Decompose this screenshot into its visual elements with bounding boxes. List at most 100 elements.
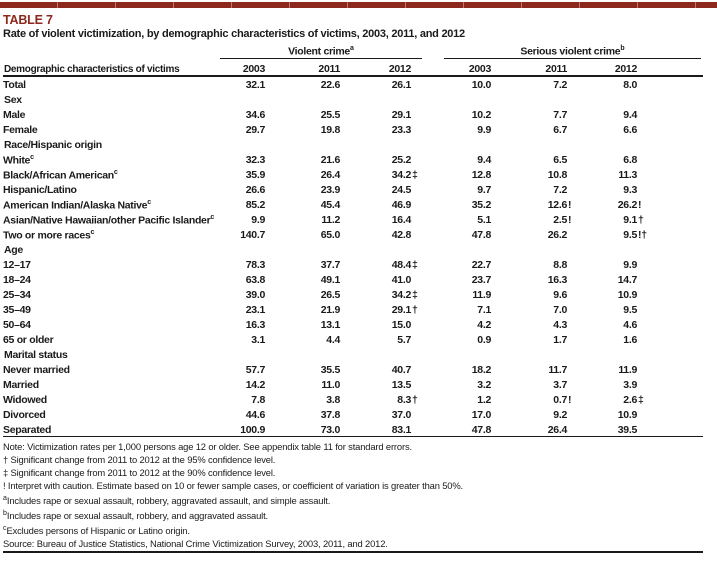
rate-value-cell: 32.1 [245, 79, 266, 91]
row-label: Separated [3, 421, 218, 437]
table-row: Whitec 32.3 21.6 25.2 9.4 6.5 6.8 [3, 151, 703, 167]
rate-value-cell: 83.1 [355, 421, 426, 437]
rate-value-cell: 35.5 [320, 364, 341, 376]
row-label: Married [3, 379, 39, 391]
row-spacer [652, 121, 703, 136]
table-title: Rate of violent victimization, by demogr… [3, 28, 465, 40]
rate-value-cell: 11.9 [472, 289, 491, 301]
table-row: Never married 57.7 35.5 40.7 18.2 11.7 11.9 [3, 361, 703, 376]
rate-value-cell: 47.8 [471, 229, 492, 241]
footnote-line: ‡ Significant change from 2011 to 2012 a… [3, 466, 276, 478]
rate-value-cell: 23.1 [245, 304, 266, 316]
section-row-fill [218, 241, 703, 256]
rate-value-cell: 9.1† [623, 214, 644, 226]
table-row: Two or more racesc 140.7 65.0 42.8 47.8 26.2 9… [3, 226, 703, 242]
rate-value-cell: 85.2 [245, 199, 266, 211]
rate-value-cell: 3.8 [326, 394, 340, 406]
rate-value-cell: 37.7 [320, 259, 341, 271]
rate-value-cell: 17.0 [471, 409, 492, 421]
rate-value-cell: 14.7 [617, 274, 638, 286]
rate-value-cell: 35.2 [471, 199, 492, 211]
header-spacer [652, 59, 703, 77]
footnote-line: aIncludes rape or sexual assault, robber… [3, 494, 331, 506]
group-header-spacer [3, 43, 218, 59]
row-label: Race/Hispanic origin [4, 139, 102, 151]
rate-value-cell: 9.3 [623, 184, 637, 196]
row-spacer [652, 166, 703, 181]
row-label: 50–64 [3, 319, 31, 331]
footnote-marker: c [113, 168, 118, 176]
year-column-header: 2011 [506, 59, 582, 77]
row-label: American Indian/Alaska Nativec [3, 198, 152, 212]
row-spacer [652, 421, 703, 437]
rate-value-cell: 15.0 [391, 319, 412, 331]
rate-value-cell: 44.6 [245, 409, 266, 421]
rate-value-cell: 16.3 [245, 319, 266, 331]
table-row: Hispanic/Latino 26.6 23.9 24.5 9.7 7.2 9.3 [3, 181, 703, 196]
table-row: American Indian/Alaska Nativec 85.2 45.4 46… [3, 196, 703, 212]
rate-value-cell: 16.4 [391, 214, 412, 226]
rate-value-cell: 41.0 [391, 274, 412, 286]
row-label: Widowed [3, 394, 47, 406]
rate-value-cell: 4.4 [326, 334, 340, 346]
rate-value-cell: 13.5 [391, 379, 412, 391]
table-row: 35–49 23.1 21.9 29.1† 7.1 7.0 9.5 [3, 301, 703, 316]
footnote-line: ! Interpret with caution. Estimate based… [3, 479, 463, 491]
rate-value-cell: 26.5 [320, 289, 341, 301]
row-label: Age [4, 244, 23, 256]
rate-value-cell: 46.9 [391, 199, 412, 211]
row-spacer [652, 286, 703, 301]
row-spacer [652, 271, 703, 286]
rate-value-cell: 29.1 [391, 109, 412, 121]
row-spacer [652, 256, 703, 271]
rate-value-cell: 7.0 [553, 304, 567, 316]
row-label: Total [3, 79, 26, 91]
table-row: Age [3, 241, 703, 256]
rate-value-cell: 11.3 [618, 169, 637, 181]
rate-value-cell: 23.9 [320, 184, 341, 196]
rate-value-cell: 26.4 [506, 421, 582, 437]
rate-value-cell: 26.2! [617, 199, 642, 211]
row-label: Divorced [3, 409, 46, 421]
table-row: 18–24 63.8 49.1 41.0 23.7 16.3 14.7 [3, 271, 703, 286]
row-spacer [652, 391, 703, 406]
row-spacer [652, 406, 703, 421]
rate-value-cell: 12.6! [547, 199, 572, 211]
rate-value-cell: 35.9 [245, 169, 266, 181]
rate-value-cell: 21.9 [320, 304, 341, 316]
row-spacer [652, 76, 703, 91]
row-spacer [652, 316, 703, 331]
rate-value-cell: 19.8 [320, 124, 341, 136]
row-label: 65 or older [3, 334, 54, 346]
row-spacer [652, 331, 703, 346]
table-row: 50–64 16.3 13.1 15.0 4.2 4.3 4.6 [3, 316, 703, 331]
row-label: Male [3, 109, 26, 121]
rate-value-cell: 11.0 [321, 379, 340, 391]
footnote-line: Source: Bureau of Justice Statistics, Na… [3, 537, 388, 549]
rate-value-cell: 42.8 [391, 229, 412, 241]
rate-value-cell: 78.3 [245, 259, 266, 271]
rate-value-cell: 73.0 [280, 421, 355, 437]
footnote-marker: c [90, 228, 95, 236]
row-label: Whitec [3, 153, 34, 167]
table-body: Total 32.1 22.6 26.1 10.0 7.2 8.0 Sex Male 34.6 25… [3, 76, 703, 437]
rate-value-cell: 26.4 [320, 169, 341, 181]
group-header-serious-violent-crime: Serious violent crimeb [426, 43, 703, 59]
rate-value-cell: 2.5! [553, 214, 572, 226]
rate-value-cell: 63.8 [245, 274, 266, 286]
rate-value-cell: 10.9 [617, 409, 638, 421]
row-spacer [652, 196, 703, 211]
rate-value-cell: 8.8 [553, 259, 567, 271]
table-row: 12–17 78.3 37.7 48.4‡ 22.7 8.8 9.9 [3, 256, 703, 271]
year-column-header: 2012 [582, 59, 652, 77]
rate-value-cell: 29.1† [391, 304, 418, 316]
footnote-marker: b [3, 509, 7, 517]
footnotes: Note: Victimization rates per 1,000 pers… [3, 440, 703, 550]
row-label: Hispanic/Latino [3, 184, 77, 196]
table-row: Male 34.6 25.5 29.1 10.2 7.7 9.4 [3, 106, 703, 121]
table-row: Widowed 7.8 3.8 8.3† 1.2 0.7! 2.6‡ [3, 391, 703, 406]
rate-value-cell: 7.7 [553, 109, 567, 121]
row-spacer [652, 151, 703, 166]
footnote-line: cExcludes persons of Hispanic or Latino … [3, 524, 190, 536]
